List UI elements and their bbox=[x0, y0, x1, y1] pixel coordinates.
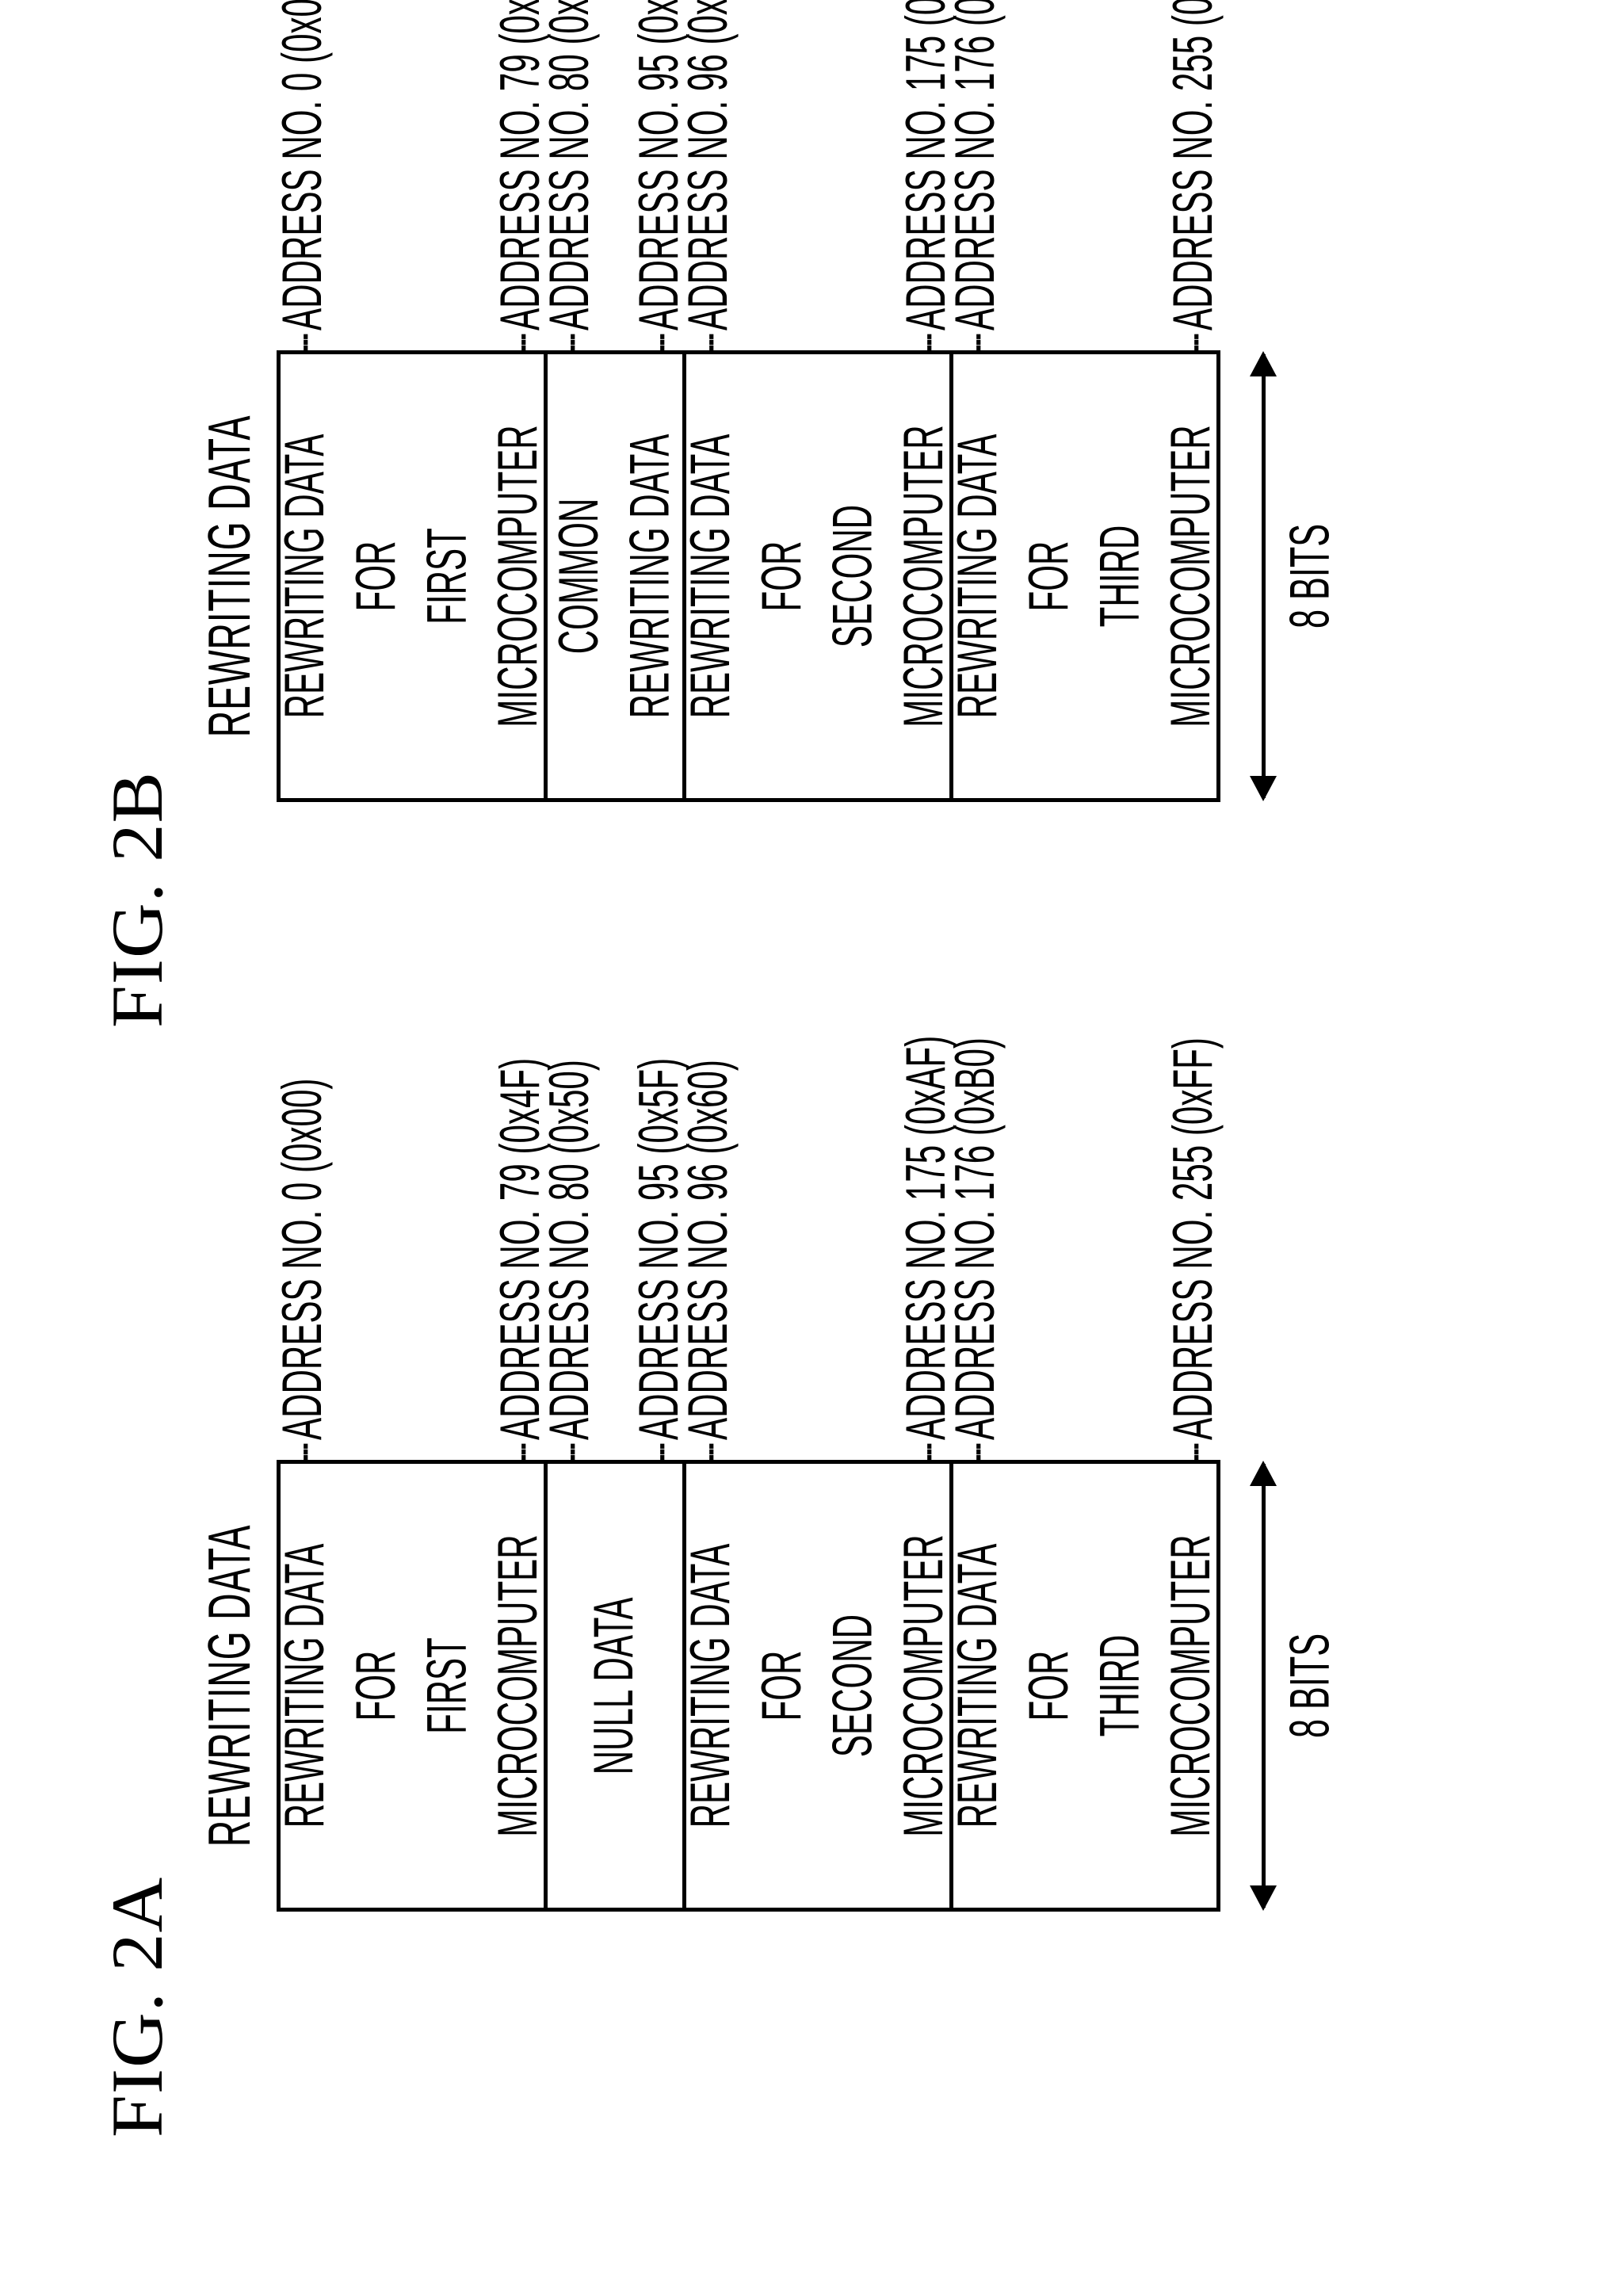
region-first-mc: REWRITING DATA FORFIRST MICROCOMPUTER AD… bbox=[281, 1464, 544, 1908]
arrow-left-icon bbox=[1250, 1885, 1277, 1911]
figure-2b: FIG. 2B REWRITING DATA REWRITING DATA FO… bbox=[95, 37, 1306, 1115]
region-label: REWRITING DATA FORFIRST MICROCOMPUTER bbox=[269, 403, 554, 750]
data-header: REWRITING DATA bbox=[195, 1255, 264, 2117]
addr-top: ADDRESS NO. 176 (0xB0) bbox=[941, 0, 1012, 330]
region-label: REWRITING DATA FORSECOND MICROCOMPUTER bbox=[675, 403, 960, 750]
arrow-right-icon bbox=[1250, 351, 1277, 376]
region-label: COMMON REWRITING DATA bbox=[544, 403, 686, 750]
region-label: REWRITING DATA FORTHIRD MICROCOMPUTER bbox=[942, 403, 1227, 750]
memory-map: REWRITING DATA FORFIRST MICROCOMPUTER AD… bbox=[277, 350, 1220, 802]
region-first-mc: REWRITING DATA FORFIRST MICROCOMPUTER AD… bbox=[281, 354, 544, 798]
addr-top: ADDRESS NO. 0 (0x00) bbox=[268, 0, 339, 330]
addr-top: ADDRESS NO. 80 (0x50) bbox=[535, 0, 606, 330]
region-second-mc: REWRITING DATA FORSECOND MICROCOMPUTER A… bbox=[682, 1464, 949, 1908]
region-third-mc: REWRITING DATA FORTHIRD MICROCOMPUTER AD… bbox=[949, 354, 1216, 798]
arrow-right-icon bbox=[1250, 1461, 1277, 1486]
region-label: NULL DATA bbox=[579, 1597, 651, 1775]
addr-bottom: ADDRESS NO. 255 (0xFF) bbox=[1159, 0, 1230, 330]
addr-top: ADDRESS NO. 80 (0x50) bbox=[535, 1060, 606, 1440]
width-indicator: 8 BITS bbox=[1251, 354, 1306, 798]
arrow-left-icon bbox=[1250, 776, 1277, 801]
figure-title: FIG. 2A bbox=[95, 1098, 179, 2138]
addr-top: ADDRESS NO. 96 (0x60) bbox=[674, 0, 745, 330]
data-header: REWRITING DATA bbox=[195, 145, 264, 1007]
region-label: REWRITING DATA FORFIRST MICROCOMPUTER bbox=[269, 1513, 554, 1859]
memory-map: REWRITING DATA FORFIRST MICROCOMPUTER AD… bbox=[277, 1460, 1220, 1912]
region-null: NULL DATA ADDRESS NO. 80 (0x50) ADDRESS … bbox=[544, 1464, 682, 1908]
addr-top: ADDRESS NO. 96 (0x60) bbox=[674, 1060, 745, 1440]
width-label: 8 BITS bbox=[1278, 399, 1342, 754]
figure-2a: FIG. 2A REWRITING DATA REWRITING DATA FO… bbox=[95, 1147, 1306, 2225]
figure-title: FIG. 2B bbox=[95, 0, 179, 1028]
region-third-mc: REWRITING DATA FORTHIRD MICROCOMPUTER AD… bbox=[949, 1464, 1216, 1908]
region-label: REWRITING DATA FORTHIRD MICROCOMPUTER bbox=[942, 1513, 1227, 1859]
addr-top: ADDRESS NO. 0 (0x00) bbox=[268, 1079, 339, 1440]
region-common: COMMON REWRITING DATA ADDRESS NO. 80 (0x… bbox=[544, 354, 682, 798]
width-indicator: 8 BITS bbox=[1251, 1464, 1306, 1908]
width-label: 8 BITS bbox=[1278, 1508, 1342, 1863]
region-label: REWRITING DATA FORSECOND MICROCOMPUTER bbox=[675, 1513, 960, 1859]
region-second-mc: REWRITING DATA FORSECOND MICROCOMPUTER A… bbox=[682, 354, 949, 798]
